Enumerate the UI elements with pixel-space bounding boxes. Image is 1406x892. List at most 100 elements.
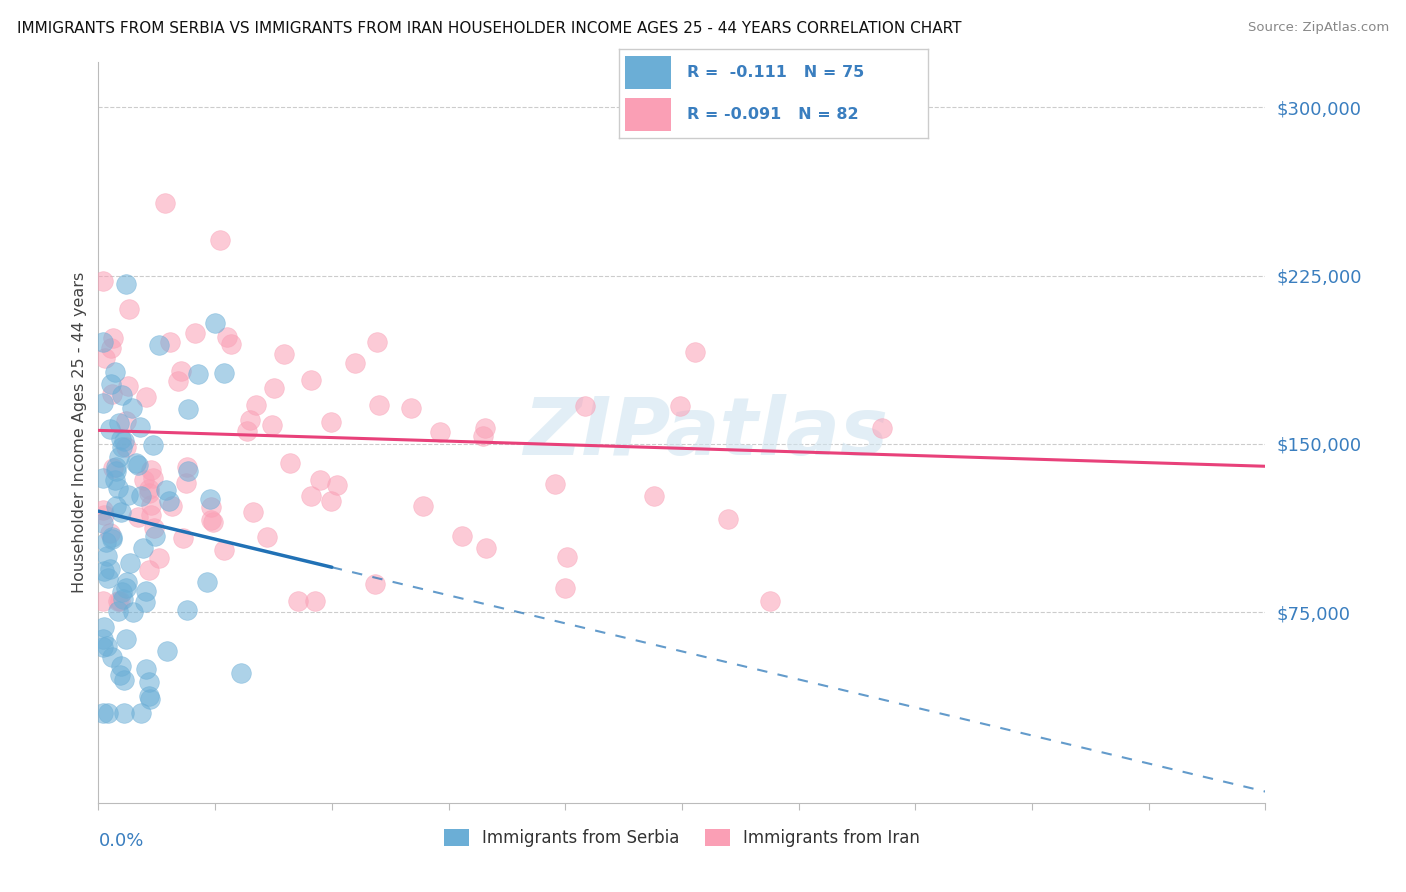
Point — [108, 668, 131, 682]
Point — [214, 542, 236, 557]
Point — [870, 421, 893, 435]
Point — [759, 594, 782, 608]
Point — [138, 563, 160, 577]
Point — [236, 424, 259, 438]
Point — [111, 388, 134, 402]
Point — [177, 401, 200, 416]
Point — [98, 526, 121, 541]
Point — [115, 581, 138, 595]
Point — [110, 505, 132, 519]
Point — [368, 398, 391, 412]
Text: 0.0%: 0.0% — [98, 832, 143, 850]
Point — [643, 489, 665, 503]
Point — [167, 375, 190, 389]
Point — [100, 387, 122, 401]
Point — [159, 334, 181, 349]
Point — [177, 464, 200, 478]
Point — [139, 508, 162, 523]
Point — [120, 556, 142, 570]
Point — [96, 549, 118, 564]
Point — [91, 516, 114, 530]
Point — [217, 329, 239, 343]
Point — [555, 550, 578, 565]
Point — [105, 464, 128, 478]
Point — [554, 581, 576, 595]
Point — [98, 422, 121, 436]
Point — [91, 640, 114, 654]
Point — [94, 351, 117, 365]
Point — [127, 509, 149, 524]
Point — [471, 428, 494, 442]
Point — [204, 316, 226, 330]
Point — [256, 530, 278, 544]
Point — [96, 639, 118, 653]
Point — [160, 499, 183, 513]
Point — [138, 486, 160, 500]
Point — [412, 499, 434, 513]
Point — [115, 415, 138, 429]
Point — [128, 420, 150, 434]
Point — [91, 274, 114, 288]
Point — [239, 413, 262, 427]
Point — [138, 482, 160, 496]
Point — [201, 515, 224, 529]
Point — [112, 706, 135, 720]
Point — [135, 390, 157, 404]
Point — [115, 632, 138, 646]
Point — [118, 301, 141, 316]
Point — [93, 619, 115, 633]
Point — [100, 341, 122, 355]
Point — [127, 458, 149, 472]
Point — [245, 398, 267, 412]
Point — [91, 632, 114, 646]
Point — [153, 196, 176, 211]
Point — [139, 463, 162, 477]
Point — [117, 488, 139, 502]
Legend: Immigrants from Serbia, Immigrants from Iran: Immigrants from Serbia, Immigrants from … — [437, 822, 927, 854]
Point — [121, 605, 143, 619]
Point — [93, 508, 115, 523]
Point — [474, 420, 496, 434]
Point — [170, 364, 193, 378]
Point — [114, 441, 136, 455]
Point — [135, 662, 157, 676]
Point — [138, 675, 160, 690]
Point — [91, 706, 114, 720]
Point — [429, 425, 451, 440]
Point — [200, 513, 222, 527]
Point — [104, 366, 127, 380]
Point — [107, 604, 129, 618]
Point — [278, 456, 301, 470]
Point — [319, 415, 342, 429]
Point — [174, 475, 197, 490]
Point — [111, 584, 134, 599]
Point — [129, 706, 152, 720]
Point — [91, 594, 114, 608]
Point — [132, 541, 155, 555]
Point — [574, 399, 596, 413]
Point — [260, 417, 283, 432]
Point — [108, 416, 131, 430]
Point — [91, 502, 114, 516]
Point — [544, 477, 567, 491]
Text: IMMIGRANTS FROM SERBIA VS IMMIGRANTS FROM IRAN HOUSEHOLDER INCOME AGES 25 - 44 Y: IMMIGRANTS FROM SERBIA VS IMMIGRANTS FRO… — [17, 21, 962, 36]
Point — [475, 541, 498, 555]
Point — [91, 335, 114, 350]
Point — [717, 511, 740, 525]
Point — [326, 477, 349, 491]
Point — [299, 489, 322, 503]
Point — [172, 531, 194, 545]
Point — [209, 234, 232, 248]
Point — [287, 594, 309, 608]
Point — [108, 450, 131, 464]
Point — [155, 483, 177, 497]
Bar — [624, 56, 671, 89]
Point — [142, 471, 165, 485]
Text: R = -0.091   N = 82: R = -0.091 N = 82 — [686, 107, 858, 122]
Point — [366, 334, 388, 349]
Point — [135, 583, 157, 598]
Point — [229, 666, 252, 681]
Point — [111, 592, 134, 607]
Point — [91, 470, 114, 484]
Point — [309, 473, 332, 487]
